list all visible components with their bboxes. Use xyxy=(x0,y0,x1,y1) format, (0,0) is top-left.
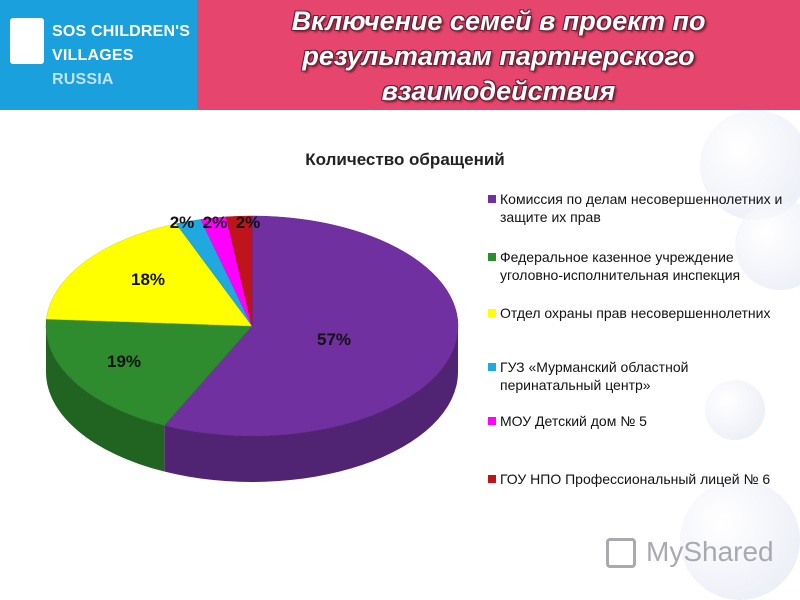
logo: SOS CHILDREN'S VILLAGES RUSSIA xyxy=(0,0,197,110)
legend-label: МОУ Детский дом № 5 xyxy=(500,413,647,429)
pie-data-label-0: 57% xyxy=(317,330,351,349)
background-bubble xyxy=(680,480,800,600)
legend-swatch xyxy=(488,475,496,483)
page-title-line-1: Включение семей в проект по xyxy=(291,6,706,36)
pie-data-label-3: 2% xyxy=(170,213,195,232)
background-bubble xyxy=(735,200,800,290)
pie-slice-0 xyxy=(163,215,459,437)
header-banner: Включение семей в проект по результатам … xyxy=(197,0,800,110)
pie-slice-side-1 xyxy=(45,326,165,472)
logo-line-2: VILLAGES xyxy=(52,47,134,64)
page-title-line-3: взаимодействия xyxy=(381,76,616,106)
pie-data-label-4: 2% xyxy=(203,213,228,232)
watermark-text: MyShared xyxy=(646,536,774,567)
legend-swatch xyxy=(488,253,496,261)
pie-slice-2 xyxy=(46,223,253,327)
pie-slice-5 xyxy=(225,215,253,327)
pie-data-label-2: 18% xyxy=(131,270,165,289)
chart-title: Количество обращений xyxy=(305,150,505,169)
legend-label: Отдел охраны прав несовершеннолетних xyxy=(500,305,771,321)
legend-swatch xyxy=(488,309,496,317)
legend-label: ГУЗ «Мурманский областной перинатальный … xyxy=(500,359,689,393)
page-title-line-2: результатам партнерского xyxy=(302,41,695,71)
pie-slice-side-0 xyxy=(164,326,458,482)
legend-swatch xyxy=(488,417,496,425)
legend-label: ГОУ НПО Профессиональный лицей № 6 xyxy=(500,471,771,487)
legend-swatch xyxy=(488,363,496,371)
pie-slice-1 xyxy=(45,318,253,426)
logo-line-3: RUSSIA xyxy=(52,71,114,88)
sos-logo-icon xyxy=(10,18,44,64)
legend-label: Комиссия по делам несовершеннолетних и з… xyxy=(500,191,783,225)
presentation-board-icon xyxy=(606,538,636,568)
logo-line-1: SOS CHILDREN'S xyxy=(52,23,191,40)
legend-swatch xyxy=(488,195,496,203)
background-bubble xyxy=(705,380,765,440)
pie-data-label-5: 2% xyxy=(236,213,261,232)
pie-data-label-1: 19% xyxy=(107,352,141,371)
legend-label: Федеральное казенное учреждение уголовно… xyxy=(500,249,741,283)
